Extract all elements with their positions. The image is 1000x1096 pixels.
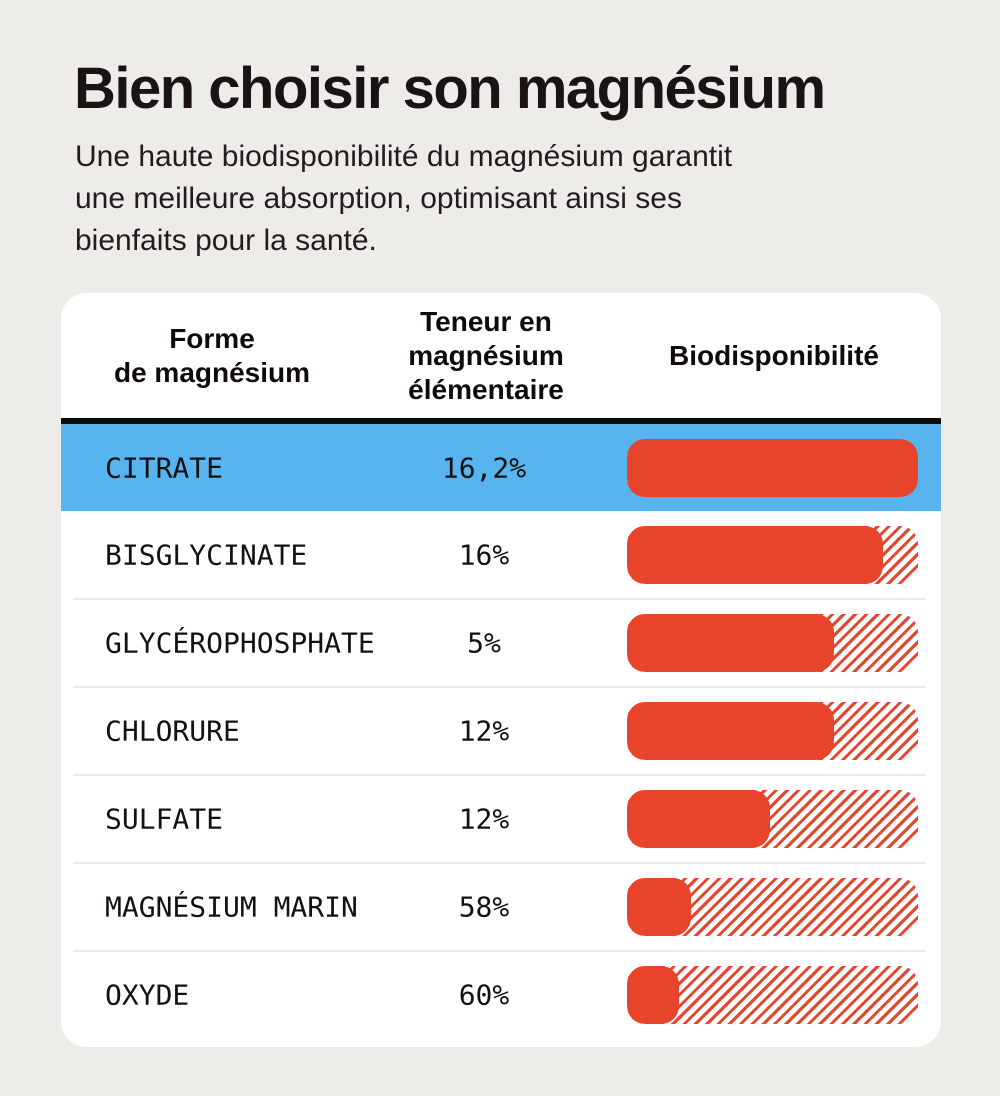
table-row-chlorure: CHLORURE 12% bbox=[61, 686, 941, 775]
column-header-teneur-line-1: Teneur en bbox=[420, 305, 552, 337]
table-row-oxyde: OXYDE 60% bbox=[61, 950, 941, 1039]
page-subtitle: Une haute biodisponibilité du magnésium … bbox=[75, 136, 732, 262]
page-subtitle-line-1: Une haute biodisponibilité du magnésium … bbox=[75, 140, 733, 173]
bioavailability-bar-fill bbox=[627, 702, 834, 760]
table-row-sulfate: SULFATE 12% bbox=[61, 774, 941, 863]
bioavailability-bar-fill bbox=[627, 878, 692, 936]
table-row-bisglycinate: BISGLYCINATE 16% bbox=[61, 511, 941, 599]
bioavailability-bar-fill bbox=[627, 438, 918, 497]
row-teneur-value: 60% bbox=[458, 978, 510, 1012]
row-teneur-value: 12% bbox=[458, 714, 510, 748]
table-row-magnesium-marin: MAGNÉSIUM MARIN 58% bbox=[61, 862, 941, 951]
bioavailability-bar-fill bbox=[627, 790, 770, 848]
row-teneur-value: 16% bbox=[458, 538, 510, 572]
row-label: BISGLYCINATE bbox=[105, 538, 308, 572]
row-label: MAGNÉSIUM MARIN bbox=[105, 890, 358, 924]
magnesium-table-card: Forme de magnésium Teneur en magnésium é… bbox=[61, 293, 941, 1047]
bioavailability-bar bbox=[627, 438, 918, 497]
row-label: GLYCÉROPHOSPHATE bbox=[105, 626, 375, 660]
column-header-teneur-line-3: élémentaire bbox=[408, 373, 564, 405]
row-label: SULFATE bbox=[105, 802, 224, 836]
page-subtitle-line-2: une meilleure absorption, optimisant ain… bbox=[75, 182, 682, 215]
row-teneur-value: 58% bbox=[458, 890, 510, 924]
row-label: OXYDE bbox=[105, 978, 190, 1012]
row-label: CITRATE bbox=[105, 451, 224, 484]
bioavailability-bar bbox=[627, 966, 918, 1024]
column-header-biodisponibilite-line-1: Biodisponibilité bbox=[669, 339, 879, 371]
bioavailability-bar bbox=[627, 526, 918, 584]
bioavailability-bar-fill bbox=[627, 614, 834, 672]
bioavailability-bar-fill bbox=[627, 966, 680, 1024]
row-teneur-value: 12% bbox=[458, 802, 510, 836]
row-label: CHLORURE bbox=[105, 714, 240, 748]
column-header-forme-line-1: Forme bbox=[169, 322, 255, 354]
table-row-glycerophosphate: GLYCÉROPHOSPHATE 5% bbox=[61, 598, 941, 687]
bioavailability-bar bbox=[627, 878, 918, 936]
bioavailability-bar-fill bbox=[627, 526, 884, 584]
bioavailability-bar bbox=[627, 790, 918, 848]
row-teneur-value: 5% bbox=[467, 626, 501, 660]
column-header-teneur-line-2: magnésium bbox=[408, 339, 564, 371]
page-subtitle-line-3: bienfaits pour la santé. bbox=[75, 224, 377, 257]
column-header-forme-line-2: de magnésium bbox=[113, 356, 311, 388]
column-header-biodisponibilite: Biodisponibilité bbox=[633, 293, 915, 418]
bioavailability-bar bbox=[627, 614, 918, 672]
page-title: Bien choisir son magnésium bbox=[74, 56, 826, 121]
bioavailability-bar bbox=[627, 702, 918, 760]
table-header: Forme de magnésium Teneur en magnésium é… bbox=[61, 293, 941, 424]
column-header-teneur: Teneur en magnésium élémentaire bbox=[364, 293, 608, 418]
column-header-forme: Forme de magnésium bbox=[92, 293, 332, 418]
row-teneur-value: 16,2% bbox=[441, 451, 527, 484]
table-row-citrate: CITRATE 16,2% bbox=[61, 424, 941, 511]
